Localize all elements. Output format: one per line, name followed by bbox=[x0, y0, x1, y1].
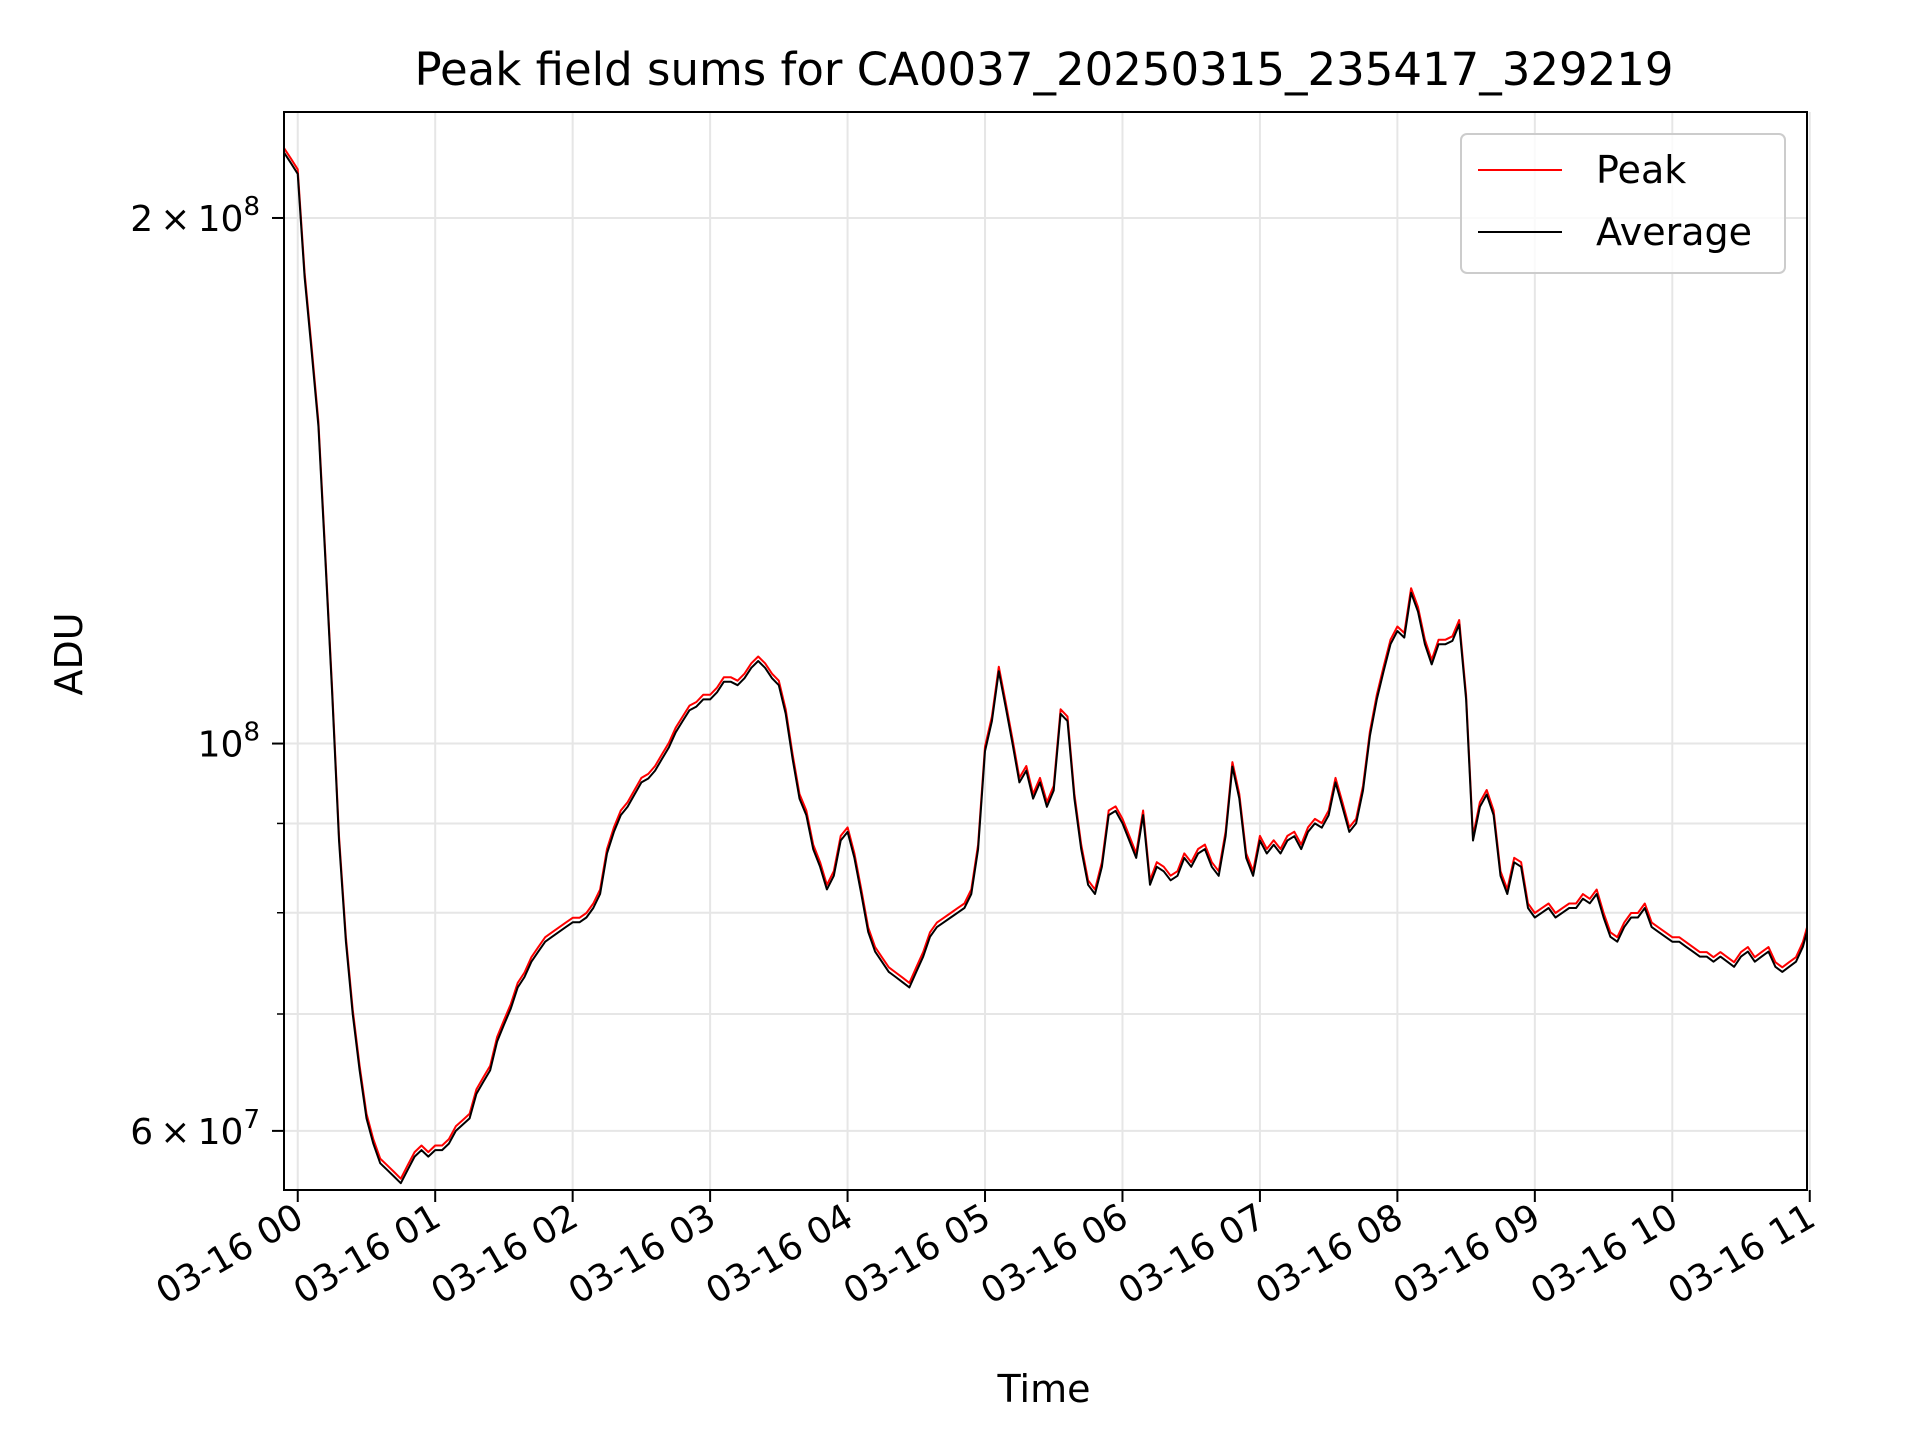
y-tick-label: 108 bbox=[198, 718, 260, 766]
legend-box bbox=[1460, 133, 1786, 274]
series-line-average bbox=[284, 152, 1807, 1185]
plot-frame bbox=[283, 111, 1808, 1191]
legend: Peak Average bbox=[1460, 133, 1786, 274]
chart-title: Peak field sums for CA0037_20250315_2354… bbox=[414, 43, 1673, 96]
horizontal-gridlines bbox=[284, 216, 1807, 1132]
y-tick-label: 6 × 107 bbox=[130, 1105, 260, 1153]
series-group bbox=[284, 147, 1807, 1185]
y-axis-label: ADU bbox=[47, 612, 91, 695]
vertical-gridlines bbox=[296, 112, 1811, 1190]
x-axis-label: Time bbox=[997, 1367, 1091, 1411]
legend-average-label: Average bbox=[1596, 210, 1752, 254]
y-tick-label: 2 × 108 bbox=[130, 192, 260, 240]
legend-peak-label: Peak bbox=[1596, 148, 1686, 192]
y-axis-ticks: 6 × 107 108 2 × 108 bbox=[130, 192, 284, 1153]
series-line-peak bbox=[284, 147, 1807, 1180]
